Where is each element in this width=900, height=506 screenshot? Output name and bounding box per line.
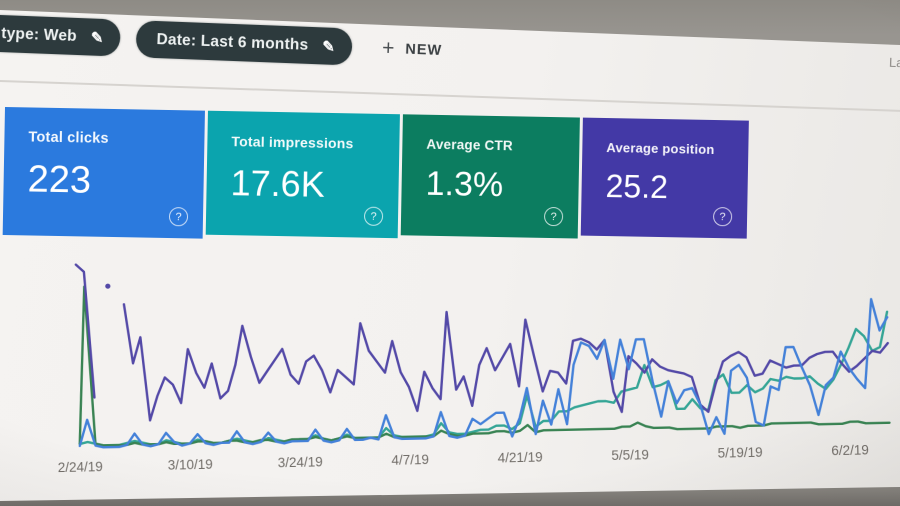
header-divider <box>0 80 900 112</box>
topbar: type: Web ✎ Date: Last 6 months ✎ + NEW <box>0 14 879 86</box>
help-icon[interactable]: ? <box>712 206 733 227</box>
x-tick-label: 5/5/19 <box>611 447 650 464</box>
chart-area: 2/24/19 3/10/19 3/24/19 4/7/19 4/21/19 5… <box>58 235 899 488</box>
card-total-clicks[interactable]: Total clicks 223 ? <box>2 107 205 239</box>
card-average-position[interactable]: Average position 25.2 ? <box>580 117 749 239</box>
x-tick-label: 6/2/19 <box>831 442 870 459</box>
plus-icon: + <box>381 36 395 60</box>
x-tick-label: 3/10/19 <box>167 456 213 473</box>
x-tick-label: 4/7/19 <box>391 451 430 468</box>
x-tick-label: 5/19/19 <box>717 444 763 461</box>
performance-chart[interactable] <box>58 235 892 455</box>
edit-icon: ✎ <box>90 29 104 47</box>
card-value: 25.2 <box>605 168 669 206</box>
filter-chip-search-type-label: type: Web <box>0 24 78 45</box>
filter-chip-date[interactable]: Date: Last 6 months ✎ <box>135 20 353 66</box>
new-filter-button-label: NEW <box>405 41 443 59</box>
top-right-cropped-text: La <box>888 54 900 71</box>
card-title: Total impressions <box>231 133 354 152</box>
new-filter-button[interactable]: + NEW <box>382 36 443 62</box>
card-title: Average position <box>606 140 715 158</box>
x-tick-label: 3/24/19 <box>277 454 323 471</box>
edit-icon: ✎ <box>322 37 336 56</box>
card-value: 17.6K <box>230 162 326 205</box>
filter-chip-search-type[interactable]: type: Web ✎ <box>0 14 122 57</box>
card-value: 1.3% <box>425 164 504 205</box>
help-icon[interactable]: ? <box>168 207 189 227</box>
card-title: Average CTR <box>426 136 513 154</box>
card-total-impressions[interactable]: Total impressions 17.6K ? <box>205 110 400 239</box>
help-icon[interactable]: ? <box>543 206 564 227</box>
card-title: Total clicks <box>28 129 109 147</box>
filter-chip-date-label: Date: Last 6 months <box>156 30 309 54</box>
x-tick-label: 4/21/19 <box>497 449 543 466</box>
card-average-ctr[interactable]: Average CTR 1.3% ? <box>400 114 580 239</box>
metrics-cards-row: Total clicks 223 ? Total impressions 17.… <box>2 107 749 249</box>
card-value: 223 <box>27 158 92 202</box>
x-tick-label: 2/24/19 <box>57 459 103 476</box>
help-icon[interactable]: ? <box>363 206 384 226</box>
